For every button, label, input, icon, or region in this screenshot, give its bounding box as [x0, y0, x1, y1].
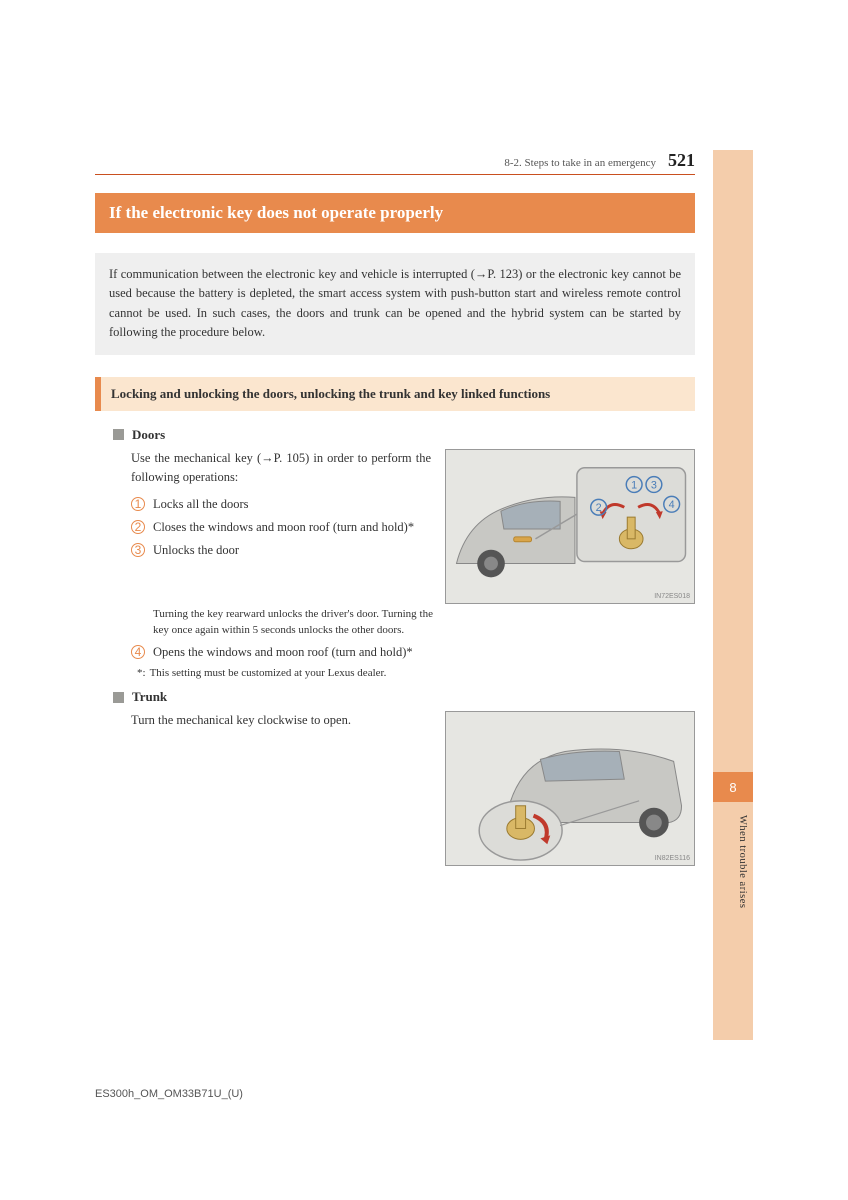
footnote: *: This setting must be customized at yo… [137, 667, 695, 679]
doors-item-1: 1 Locks all the doors [131, 495, 431, 514]
doors-figure-code: IN72ES018 [654, 593, 690, 600]
footnote-marker: *: [137, 667, 146, 679]
doors-figure: 1 2 3 4 IN72ES018 [445, 449, 695, 604]
doors-item-3: 3 Unlocks the door [131, 541, 431, 560]
doors-sub-note: Turning the key rearward unlocks the dri… [153, 607, 433, 639]
doors-item-2: 2 Closes the windows and moon roof (turn… [131, 518, 431, 537]
doors-lead-text: Use the mechanical key (→P. 105) in orde… [131, 449, 431, 488]
svg-text:2: 2 [596, 502, 602, 514]
doors-item-1-text: Locks all the doors [153, 495, 431, 514]
trunk-figure: IN82ES116 [445, 711, 695, 866]
breadcrumb: 8-2. Steps to take in an emergency [504, 157, 656, 169]
trunk-content-row: Turn the mechanical key clockwise to ope… [131, 711, 695, 866]
section-subhead: Locking and unlocking the doors, unlocki… [95, 377, 695, 411]
page-content: 8-2. Steps to take in an emergency 521 I… [95, 150, 695, 866]
svg-text:1: 1 [631, 479, 637, 491]
document-code: ES300h_OM_OM33B71U_(U) [95, 1088, 243, 1100]
doors-label: Doors [132, 427, 165, 443]
trunk-heading: Trunk [113, 689, 695, 705]
trunk-text: Turn the mechanical key clockwise to ope… [131, 711, 431, 866]
square-bullet-icon [113, 692, 124, 703]
side-section-label: When trouble arises [737, 815, 748, 908]
car-door-illustration: 1 2 3 4 [446, 450, 694, 603]
page-header: 8-2. Steps to take in an emergency 521 [95, 150, 695, 175]
circled-2-icon: 2 [131, 520, 145, 534]
doors-content-row: Use the mechanical key (→P. 105) in orde… [131, 449, 695, 604]
circled-3-icon: 3 [131, 543, 145, 557]
car-trunk-illustration [446, 712, 694, 865]
doors-heading: Doors [113, 427, 695, 443]
svg-text:4: 4 [669, 499, 675, 511]
chapter-tab: 8 [713, 772, 753, 802]
doors-item-2-text: Closes the windows and moon roof (turn a… [153, 518, 431, 537]
circled-4-icon: 4 [131, 645, 145, 659]
doors-item-3-text: Unlocks the door [153, 541, 431, 560]
svg-text:3: 3 [651, 479, 657, 491]
doors-item-4: 4 Opens the windows and moon roof (turn … [131, 643, 695, 662]
trunk-figure-code: IN82ES116 [655, 855, 690, 862]
doors-item-4-text: Opens the windows and moon roof (turn an… [153, 643, 695, 662]
circled-1-icon: 1 [131, 497, 145, 511]
footnote-text: This setting must be customized at your … [150, 667, 387, 679]
page-title: If the electronic key does not operate p… [95, 193, 695, 233]
chapter-number: 8 [729, 780, 736, 795]
square-bullet-icon [113, 429, 124, 440]
trunk-label: Trunk [132, 689, 167, 705]
intro-text: If communication between the electronic … [95, 253, 695, 355]
page-number: 521 [668, 150, 695, 171]
